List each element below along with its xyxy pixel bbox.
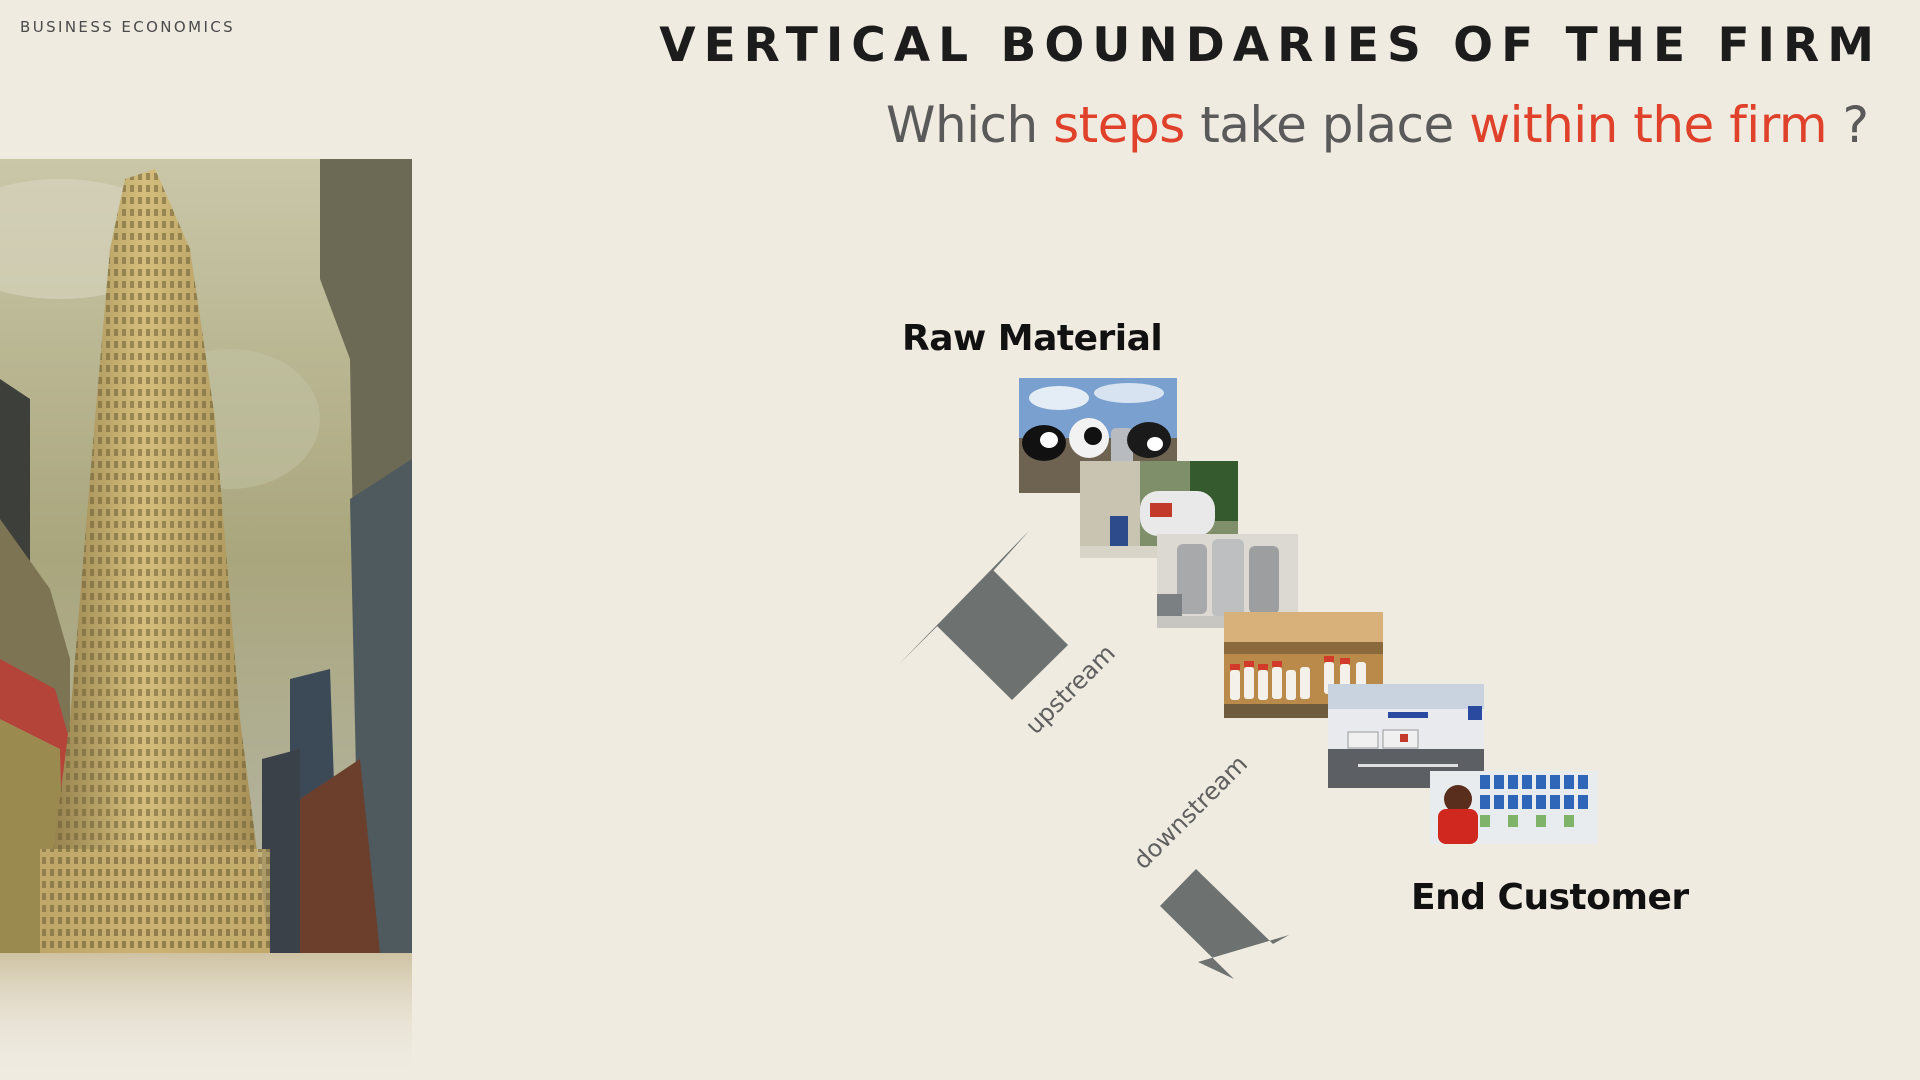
- step-photo-supermarket: [1430, 771, 1598, 844]
- raw-material-label: Raw Material: [902, 318, 1163, 359]
- upstream-arrow: [900, 531, 1068, 700]
- subtitle-part-2: take place: [1184, 96, 1470, 154]
- subtitle-highlight-firm: within the firm: [1469, 96, 1828, 154]
- section-label: BUSINESS ECONOMICS: [20, 18, 236, 36]
- upstream-label: upstream: [1020, 638, 1121, 740]
- subtitle-part-3: ?: [1827, 96, 1869, 154]
- step-photo-warehouse: [1328, 684, 1484, 788]
- slide-subtitle: Which steps take place within the firm ?: [886, 96, 1869, 154]
- downstream-arrow: [1160, 828, 1329, 979]
- skyscraper-photo: [0, 159, 412, 953]
- upstream-arrow-head: [899, 531, 1029, 664]
- subtitle-part-1: Which: [886, 96, 1054, 154]
- subtitle-highlight-steps: steps: [1053, 96, 1185, 154]
- skyscraper-reflection: [0, 953, 412, 1080]
- downstream-label: downstream: [1128, 749, 1254, 875]
- end-customer-label: End Customer: [1411, 877, 1689, 918]
- slide-title: VERTICAL BOUNDARIES OF THE FIRM: [659, 18, 1882, 73]
